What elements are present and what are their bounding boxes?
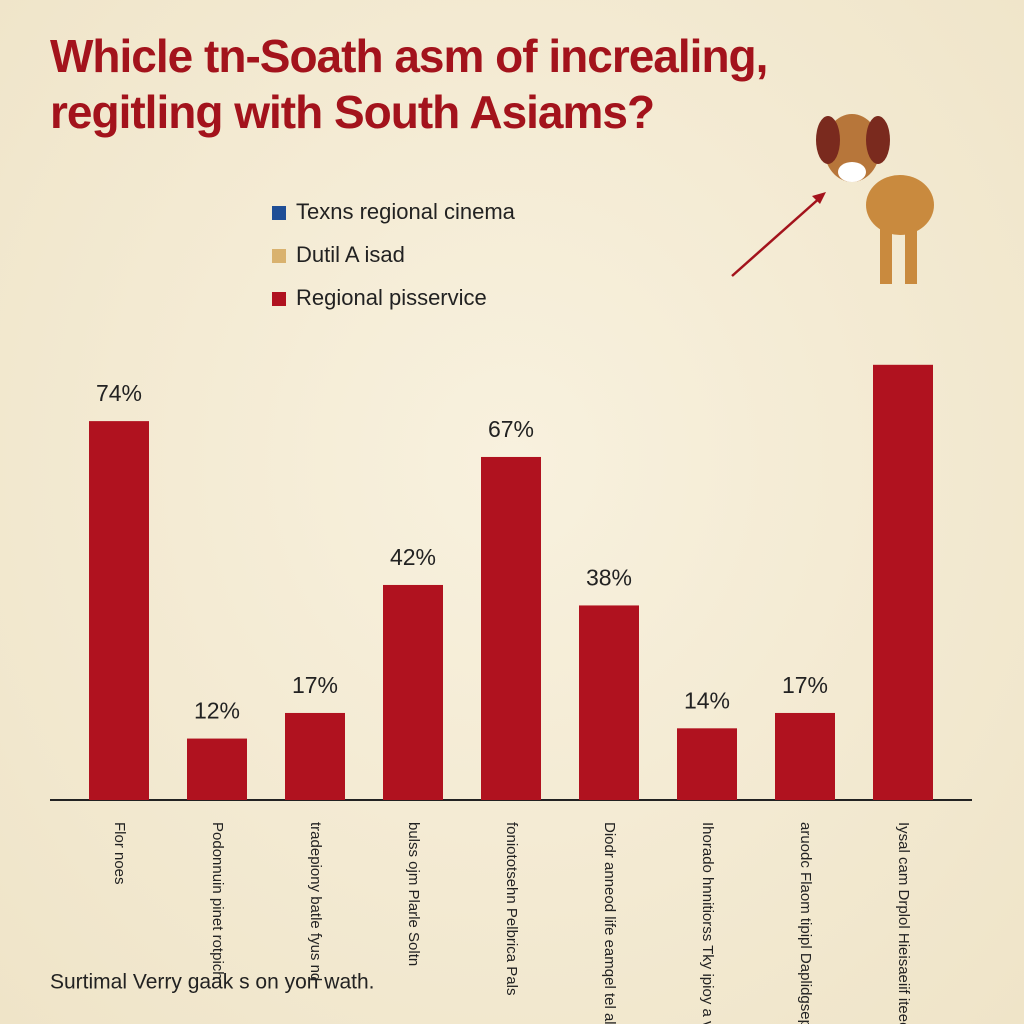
x-tick-label: Iysal cam Drplol Hieisaeiif iteec [895,822,912,1024]
footnote: Surtimal Verry gaak s on yon wath. [50,971,375,994]
bar [187,738,247,800]
bar [579,605,639,800]
legend-label: Texns regional cinema [296,199,516,224]
x-tick-label: Flor noes [111,822,128,885]
bar [873,364,933,800]
x-tick-label: Diodr anneod life eamqel tel alpia [601,822,618,1024]
x-tick-label: Ihorado hnnitiorss Tky ipioy a veac [699,822,716,1024]
bar [677,728,737,800]
bar [285,712,345,800]
value-label: 42% [390,544,436,570]
x-tick-label: tradepiony batle fyus nd [307,822,324,981]
legend-label: Dutil A isad [296,242,405,267]
value-label: 14% [684,687,730,713]
bar [775,712,835,800]
value-label: 17% [782,672,828,698]
legend-swatch [272,249,286,263]
value-label: 38% [586,565,632,591]
bar [383,584,443,800]
legend-swatch [272,206,286,220]
legend-label: Regional pisservice [296,285,487,310]
bar [481,456,541,800]
x-tick-label: Podonnuin pinet rotpich [209,822,226,980]
bar [89,421,149,800]
legend-swatch [272,292,286,306]
chart-title: Whicle tn-Soath asm of increaling, regit… [50,30,768,138]
x-tick-label: bulss ojm Plarle Soltn [405,822,422,966]
x-tick-label: foniototsehn Pelbrica Pals [503,822,520,995]
value-label: 67% [488,416,534,442]
value-label: 12% [194,698,240,724]
value-label: 74% [96,380,142,406]
value-label: 17% [292,672,338,698]
mascot [731,114,934,284]
x-tick-label: aruodc Flaom tipipl Daplidgsep [797,822,814,1024]
